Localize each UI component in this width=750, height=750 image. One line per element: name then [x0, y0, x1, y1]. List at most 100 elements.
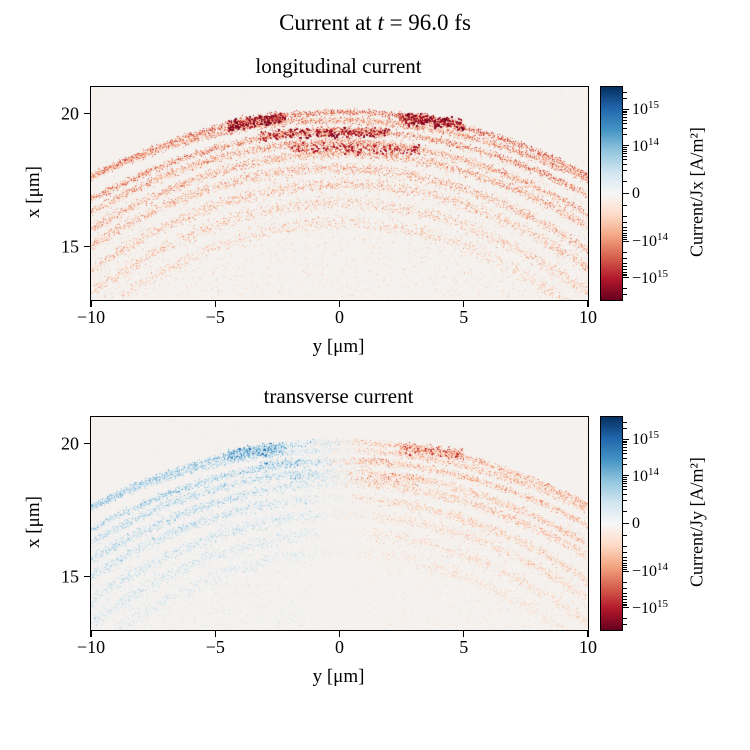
y-tick-label: 15: [61, 236, 79, 257]
colorbar-minor-tick-mark: [623, 599, 627, 601]
y-axis-label: x [μm]: [23, 496, 44, 548]
colorbar-minor-tick-mark: [623, 511, 627, 513]
colorbar-minor-tick-mark: [623, 440, 627, 442]
y-tick-label: 20: [61, 103, 79, 124]
colorbar-minor-tick-mark: [623, 588, 627, 590]
colorbar-minor-tick-mark: [623, 476, 627, 478]
colorbar-minor-tick-mark: [623, 119, 627, 121]
colorbar-tick-mark: [623, 474, 629, 477]
x-tick-label: 10: [579, 307, 597, 327]
x-tick-label: 0: [335, 637, 344, 657]
subplot-title: longitudinal current: [255, 54, 422, 78]
colorbar-minor-tick-mark: [623, 127, 627, 129]
colorbar-minor-tick-mark: [623, 444, 627, 446]
figure-title-part: t: [377, 10, 384, 35]
exponent: 14: [657, 231, 669, 244]
colorbar-minor-tick-mark: [623, 221, 627, 223]
colorbar-tick-mark: [623, 277, 629, 279]
colorbar-minor-tick-mark: [623, 567, 627, 569]
colorbar-minor-tick-mark: [623, 596, 627, 598]
x-tick-mark: [338, 631, 341, 637]
colorbar-minor-tick-mark: [623, 449, 627, 451]
x-tick-mark: [587, 631, 589, 637]
colorbar-minor-tick-mark: [623, 500, 627, 502]
x-axis-label: y [μm]: [312, 336, 365, 357]
colorbar-gradient: [601, 417, 622, 630]
colorbar-minor-tick-mark: [623, 150, 627, 152]
y-tick-mark: [84, 443, 90, 445]
colorbar-minor-tick-mark: [623, 230, 627, 232]
colorbar-tick-label: −1014: [632, 231, 669, 251]
x-tick-label: 0: [335, 307, 344, 327]
colorbar-minor-tick-mark: [623, 556, 627, 558]
exponent: 15: [648, 429, 659, 442]
colorbar-tick-mark: [623, 192, 629, 195]
colorbar-minor-tick-mark: [623, 275, 627, 277]
colorbar-minor-tick-mark: [623, 215, 627, 217]
colorbar-minor-tick-mark: [623, 624, 627, 626]
x-tick-mark: [214, 631, 216, 637]
colorbar-minor-tick-mark: [623, 153, 627, 155]
colorbar-minor-tick-mark: [623, 427, 627, 429]
colorbar-minor-tick-mark: [623, 112, 627, 114]
colorbar-minor-tick-mark: [623, 258, 627, 260]
y-tick-mark: [84, 576, 90, 578]
colorbar-minor-tick-mark: [623, 181, 627, 183]
scatter-canvas: [91, 417, 588, 630]
colorbar-tick-label: 1014: [632, 135, 659, 155]
colorbar-minor-tick-mark: [623, 601, 627, 603]
y-tick-mark: [84, 246, 90, 248]
figure-title: Current at t = 96.0 fs: [0, 10, 750, 36]
colorbar-minor-tick-mark: [623, 235, 627, 237]
colorbar-minor-tick-mark: [623, 489, 627, 491]
colorbar-minor-tick-mark: [623, 146, 627, 148]
exponent: 14: [648, 465, 659, 478]
colorbar-minor-tick-mark: [623, 421, 627, 423]
exponent: 15: [648, 99, 659, 112]
colorbar-minor-tick-mark: [623, 164, 627, 165]
colorbar-tick-label: −1015: [632, 267, 669, 287]
colorbar-minor-tick-mark: [623, 114, 627, 116]
x-axis-label: y [μm]: [312, 666, 365, 687]
x-tick-label: −10: [76, 307, 106, 327]
colorbar-minor-tick-mark: [623, 170, 627, 172]
colorbar-minor-tick-mark: [623, 269, 627, 271]
x-tick-mark: [463, 301, 465, 307]
exponent: 14: [648, 135, 659, 148]
colorbar-minor-tick-mark: [623, 294, 627, 296]
colorbar-minor-tick-mark: [623, 288, 627, 290]
colorbar-minor-tick-mark: [623, 148, 627, 150]
scatter-canvas: [91, 87, 588, 300]
colorbar-minor-tick-mark: [623, 446, 627, 448]
colorbar-minor-tick-mark: [623, 603, 627, 605]
colorbar-minor-tick-mark: [623, 483, 627, 485]
colorbar-minor-tick-mark: [623, 273, 627, 275]
x-tick-label: 5: [459, 307, 469, 327]
colorbar-minor-tick-mark: [623, 485, 627, 487]
colorbar-minor-tick-mark: [623, 237, 627, 239]
colorbar-tick-label: 0: [632, 514, 640, 532]
colorbar-minor-tick-mark: [623, 551, 627, 553]
x-tick-label: −10: [76, 637, 106, 657]
colorbar-minor-tick-mark: [623, 478, 627, 480]
colorbar-minor-tick-mark: [623, 618, 627, 620]
colorbar-minor-tick-mark: [623, 116, 627, 118]
x-tick-mark: [90, 301, 92, 307]
colorbar-tick-mark: [623, 144, 629, 147]
x-tick-mark: [587, 301, 589, 307]
colorbar-minor-tick-mark: [623, 232, 627, 234]
colorbar-minor-tick-mark: [623, 560, 627, 562]
figure-title-part: Current at: [279, 10, 378, 35]
colorbar-minor-tick-mark: [623, 110, 627, 112]
y-tick-mark: [84, 113, 90, 115]
colorbar-tick-mark: [623, 522, 629, 525]
colorbar-minor-tick-mark: [623, 581, 627, 583]
x-tick-mark: [214, 301, 216, 307]
colorbar-minor-tick-mark: [623, 155, 627, 157]
colorbar-tick-mark: [623, 108, 629, 110]
plot-area: −10 −5 0 5 10 20 15: [61, 86, 597, 327]
exponent: 15: [657, 597, 669, 610]
colorbar-minor-tick-mark: [623, 592, 627, 594]
colorbar-minor-tick-mark: [623, 494, 627, 495]
colorbar-minor-tick-mark: [623, 266, 627, 268]
